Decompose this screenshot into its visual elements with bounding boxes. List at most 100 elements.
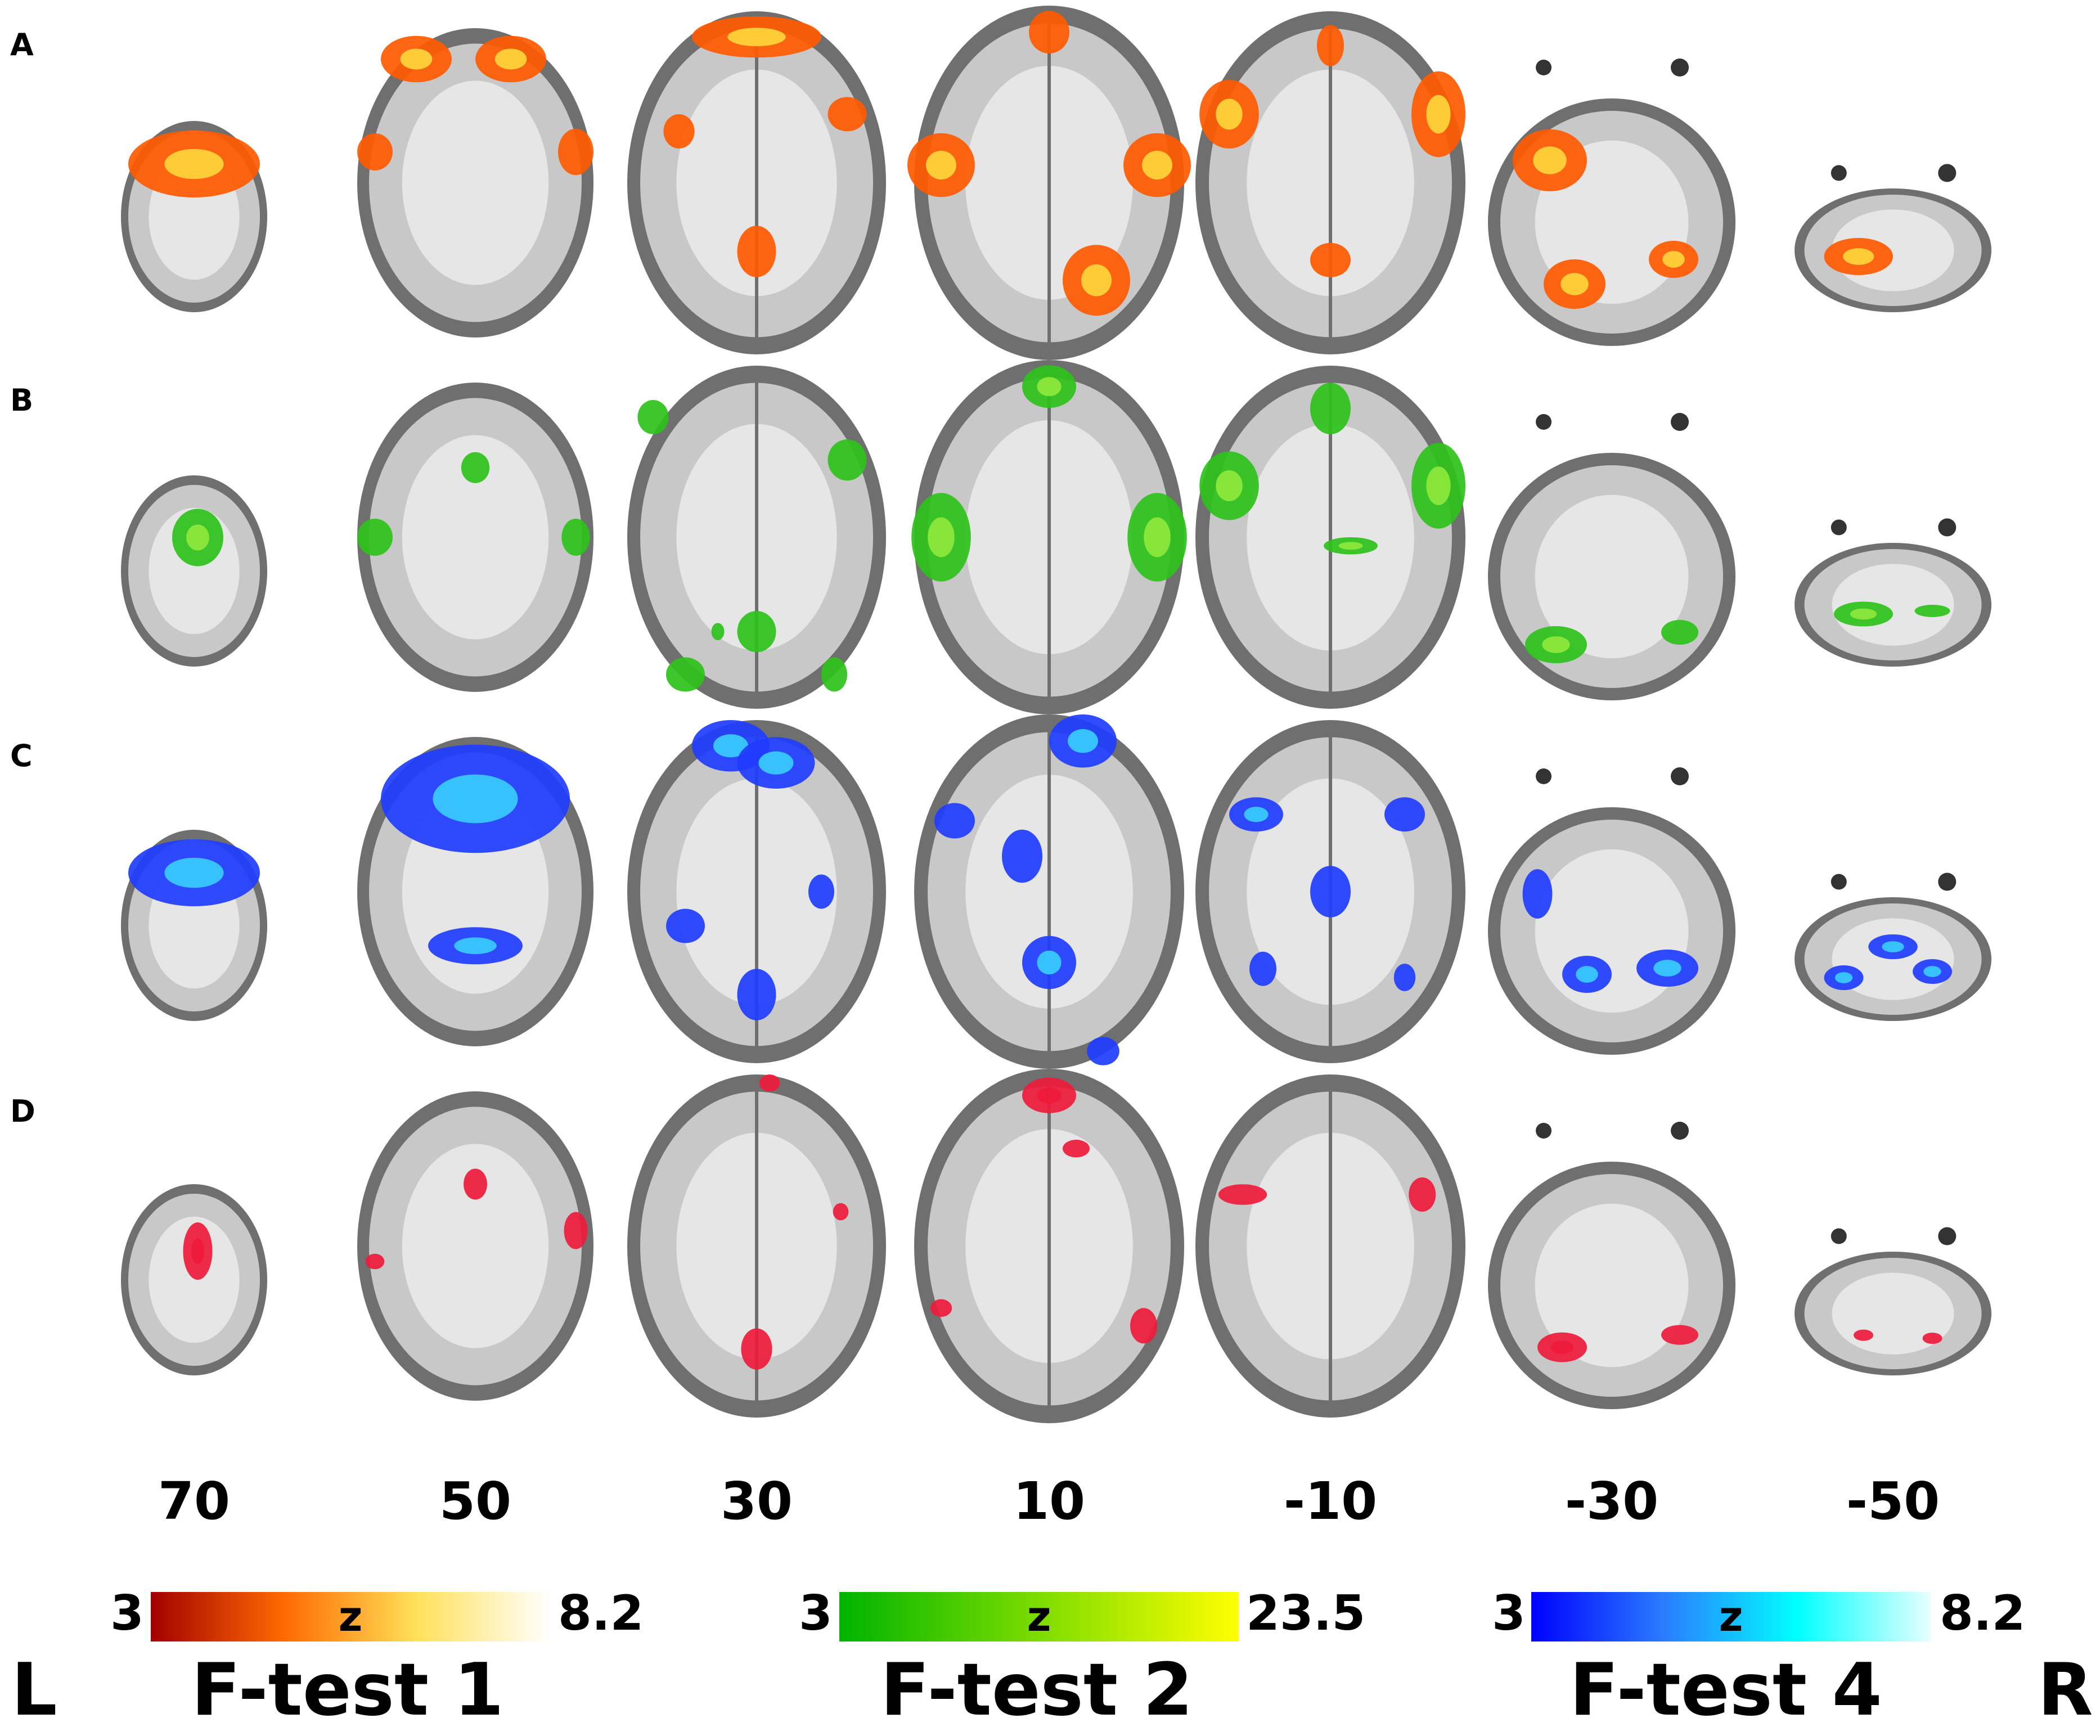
eye-right — [1671, 1122, 1689, 1140]
brain-slice-a-10 — [907, 6, 1191, 360]
activation-peak — [191, 1238, 205, 1264]
activation-blob — [1310, 242, 1351, 277]
test-title-2: F-test 2 — [880, 1648, 1193, 1732]
activation-blob — [666, 657, 705, 692]
activation-peak — [1834, 972, 1853, 983]
activation-blob — [1384, 797, 1425, 832]
activation-peak — [1426, 466, 1451, 505]
activation-peak — [1037, 377, 1062, 397]
activation-peak — [758, 751, 794, 775]
brain-slice-a--50 — [1795, 164, 1991, 312]
activation-peak — [1068, 728, 1098, 753]
activation-blob — [828, 439, 867, 481]
brain-slice-d-70 — [121, 1184, 267, 1375]
activation-blob — [1661, 1325, 1698, 1345]
row-label-d: D — [10, 1094, 35, 1129]
colorbar-3-z: z — [1719, 1593, 1743, 1641]
brain-slice-d--10 — [1195, 1074, 1465, 1418]
activation-peak — [1081, 264, 1112, 296]
eye-left — [1536, 414, 1552, 430]
activation-peak — [1923, 966, 1941, 977]
activation-blob — [1393, 964, 1416, 991]
activation-peak — [1542, 636, 1570, 653]
activation-peak — [1037, 950, 1062, 975]
eye-left — [1831, 165, 1847, 181]
activation-peak — [1244, 807, 1269, 822]
activation-blob — [357, 133, 393, 170]
brain-slice-b-50 — [357, 383, 593, 692]
brain-slice-c-10 — [914, 714, 1184, 1069]
colorbar-2: z — [839, 1592, 1239, 1641]
eye-right — [1671, 59, 1689, 77]
test-title-1: F-test 1 — [191, 1648, 504, 1732]
eye-right — [1938, 518, 1957, 537]
activation-blob — [663, 114, 695, 149]
colorbar-1-min: 3 — [110, 1585, 144, 1641]
activation-peak — [1037, 1087, 1062, 1104]
white-matter — [1535, 849, 1689, 1013]
slice-label-10: 10 — [1013, 1471, 1086, 1531]
activation-peak — [454, 937, 497, 955]
activation-peak — [928, 517, 955, 557]
activation-blob — [737, 611, 776, 653]
row-label-b: B — [10, 383, 34, 418]
white-matter — [1535, 494, 1689, 659]
white-matter — [1535, 1203, 1689, 1368]
activation-blob — [1914, 605, 1950, 617]
activation-blob — [737, 969, 776, 1020]
side-right-label: R — [2038, 1648, 2093, 1732]
eye-right — [1938, 164, 1957, 182]
colorbar-2-max: 23.5 — [1246, 1585, 1366, 1641]
eye-left — [1536, 1123, 1552, 1139]
colorbar-2-z: z — [1027, 1593, 1051, 1641]
brain-slice-a-50 — [357, 28, 593, 338]
brain-slice-b--30 — [1488, 413, 1735, 700]
brain-slice-a--10 — [1195, 11, 1465, 354]
activation-blob — [828, 97, 867, 132]
brain-slice-a--30 — [1488, 59, 1735, 346]
brain-slice-b--10 — [1195, 366, 1465, 709]
brain-slice-b--50 — [1795, 518, 1991, 667]
activation-blob — [934, 803, 975, 839]
colorbar-3-min: 3 — [1492, 1585, 1526, 1641]
activation-peak — [926, 150, 956, 180]
activation-blob — [833, 1203, 849, 1221]
colorbar-1-max: 8.2 — [558, 1585, 644, 1641]
activation-blob — [711, 623, 725, 640]
activation-peak — [713, 734, 749, 758]
white-matter — [402, 1144, 549, 1348]
activation-blob — [365, 1253, 385, 1270]
row-label-c: C — [10, 738, 33, 773]
brain-slice-d-30 — [627, 1074, 886, 1418]
brain-slice-d-10 — [914, 1069, 1184, 1423]
activation-blob — [741, 1328, 772, 1370]
activation-blob — [464, 1168, 487, 1200]
brain-slice-a-30 — [627, 11, 886, 354]
activation-blob — [1522, 869, 1553, 919]
activation-peak — [1850, 608, 1877, 620]
activation-blob — [564, 1212, 588, 1249]
brain-slice-d--50 — [1795, 1227, 1991, 1375]
brain-slice-d-50 — [357, 1091, 593, 1401]
colorbar-3: z — [1531, 1592, 1931, 1641]
activation-peak — [1653, 960, 1681, 977]
activation-peak — [1338, 542, 1363, 550]
activation-peak — [727, 28, 786, 47]
eye-right — [1671, 413, 1689, 431]
activation-blob — [561, 519, 590, 556]
side-left-label: L — [11, 1648, 57, 1732]
brain-slice-a-70 — [121, 121, 267, 312]
brain-slice-c-50 — [357, 737, 593, 1046]
activation-peak — [1142, 150, 1172, 180]
activation-peak — [186, 524, 209, 551]
activation-peak — [1662, 251, 1685, 268]
brain-slice-c-70 — [121, 830, 267, 1021]
activation-blob — [461, 452, 490, 483]
activation-blob — [1409, 1177, 1436, 1212]
activation-blob — [1249, 951, 1276, 986]
activation-peak — [1216, 470, 1243, 501]
activation-blob — [1029, 11, 1069, 54]
eye-left — [1831, 519, 1847, 536]
activation-blob — [759, 1074, 780, 1092]
brain-slice-c--50 — [1795, 873, 1991, 1021]
